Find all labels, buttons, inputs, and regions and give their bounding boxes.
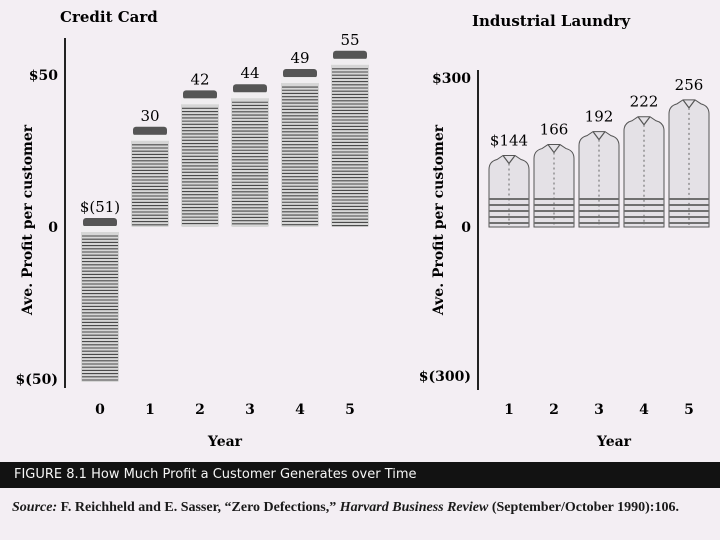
credit-card-y-axis-label: Ave. Profit per customer (20, 124, 36, 316)
credit-card-bar-body (131, 135, 169, 227)
credit-card-value-label: 30 (140, 107, 159, 125)
credit-card-x-tick: 2 (195, 402, 205, 418)
credit-card-x-tick: 4 (295, 402, 305, 418)
credit-card-bar-body (331, 59, 369, 227)
credit-card-title: Credit Card (60, 8, 158, 26)
credit-card-bar (181, 90, 219, 227)
credit-card-y-tick: 0 (48, 220, 58, 236)
industrial-laundry-bar (488, 154, 530, 228)
credit-card-bar (281, 69, 319, 227)
credit-card-bar-top (233, 84, 267, 94)
industrial-laundry-x-axis-label: Year (596, 434, 632, 450)
industrial-laundry-value-label: 256 (675, 76, 704, 94)
industrial-laundry-y-tick: $300 (432, 71, 471, 87)
industrial-laundry-x-tick: 3 (594, 402, 604, 418)
industrial-laundry-y-axis-label: Ave. Profit per customer (431, 124, 447, 316)
credit-card-value-label: 55 (340, 31, 359, 49)
industrial-laundry-bar (533, 144, 575, 228)
industrial-laundry-x-tick: 1 (504, 402, 514, 418)
industrial-laundry-bar-collar (682, 99, 696, 109)
credit-card-value-label: 42 (190, 70, 209, 88)
credit-card-bar-top (183, 90, 217, 100)
figure-caption: FIGURE 8.1 How Much Profit a Customer Ge… (0, 462, 720, 488)
credit-card-bar (231, 84, 269, 228)
source-lead: Source: (12, 500, 58, 515)
credit-card-bar (131, 126, 169, 227)
source-rest: (September/October 1990):106. (488, 500, 679, 515)
credit-card-x-tick: 3 (245, 402, 255, 418)
industrial-laundry-bar-collar (547, 144, 561, 154)
credit-card-y-tick: $50 (29, 68, 58, 84)
credit-card-x-axis-label: Year (207, 434, 243, 450)
credit-card-bar-body (81, 227, 119, 383)
industrial-laundry-x-tick: 5 (684, 402, 694, 418)
credit-card-bar-top (333, 50, 367, 60)
industrial-laundry-value-label: 166 (540, 121, 569, 139)
source-citation: Source: F. Reichheld and E. Sasser, “Zer… (12, 500, 712, 516)
credit-card-bar-top (83, 218, 117, 227)
credit-card-bar-highlight (331, 58, 369, 65)
credit-card-x-tick: 0 (95, 402, 105, 418)
industrial-laundry-bar-body (533, 144, 575, 228)
credit-card-bar-top (133, 126, 167, 136)
credit-card-x-tick: 1 (145, 402, 155, 418)
credit-card-chart: Credit Card Ave. Profit per customer Yea… (16, 8, 369, 450)
credit-card-bar-highlight (81, 226, 119, 232)
credit-card-value-label: 49 (290, 49, 309, 67)
industrial-laundry-x-tick: 2 (549, 402, 559, 418)
source-authors: F. Reichheld and E. Sasser, “Zero Defect… (57, 500, 340, 515)
industrial-laundry-title: Industrial Laundry (472, 12, 631, 30)
credit-card-value-label: $(51) (80, 198, 120, 216)
industrial-laundry-bar (668, 99, 710, 228)
industrial-laundry-x-tick: 4 (639, 402, 649, 418)
credit-card-bar (331, 50, 369, 227)
industrial-laundry-chart: Industrial Laundry Ave. Profit per custo… (419, 12, 710, 450)
credit-card-x-tick: 5 (345, 402, 355, 418)
credit-card-bar-highlight (281, 77, 319, 84)
source-journal: Harvard Business Review (339, 500, 489, 515)
industrial-laundry-bar (623, 116, 665, 228)
credit-card-bar-top (283, 69, 317, 79)
credit-card-value-label: 44 (240, 64, 259, 82)
industrial-laundry-y-tick: $(300) (419, 369, 471, 385)
credit-card-bar-highlight (131, 134, 169, 141)
credit-card-bar (81, 218, 119, 383)
industrial-laundry-value-label: 192 (585, 108, 614, 126)
credit-card-bar-highlight (231, 92, 269, 99)
credit-card-bar-highlight (181, 98, 219, 105)
industrial-laundry-bar (578, 131, 620, 228)
industrial-laundry-value-label: $144 (490, 131, 528, 149)
industrial-laundry-value-label: 222 (630, 93, 659, 111)
industrial-laundry-y-tick: 0 (461, 220, 471, 236)
credit-card-y-tick: $(50) (16, 372, 58, 388)
